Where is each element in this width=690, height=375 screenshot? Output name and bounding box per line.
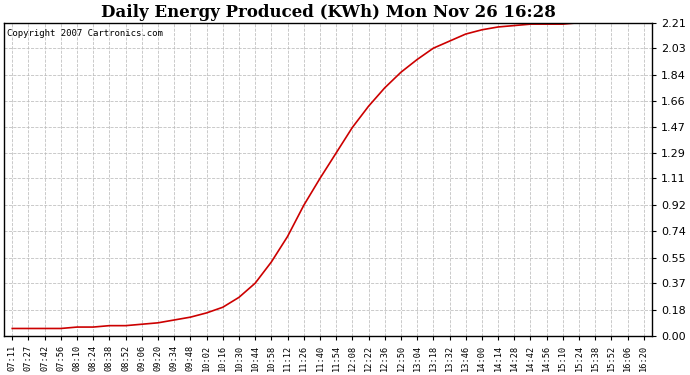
Title: Daily Energy Produced (KWh) Mon Nov 26 16:28: Daily Energy Produced (KWh) Mon Nov 26 1… xyxy=(101,4,555,21)
Text: Copyright 2007 Cartronics.com: Copyright 2007 Cartronics.com xyxy=(8,29,164,38)
